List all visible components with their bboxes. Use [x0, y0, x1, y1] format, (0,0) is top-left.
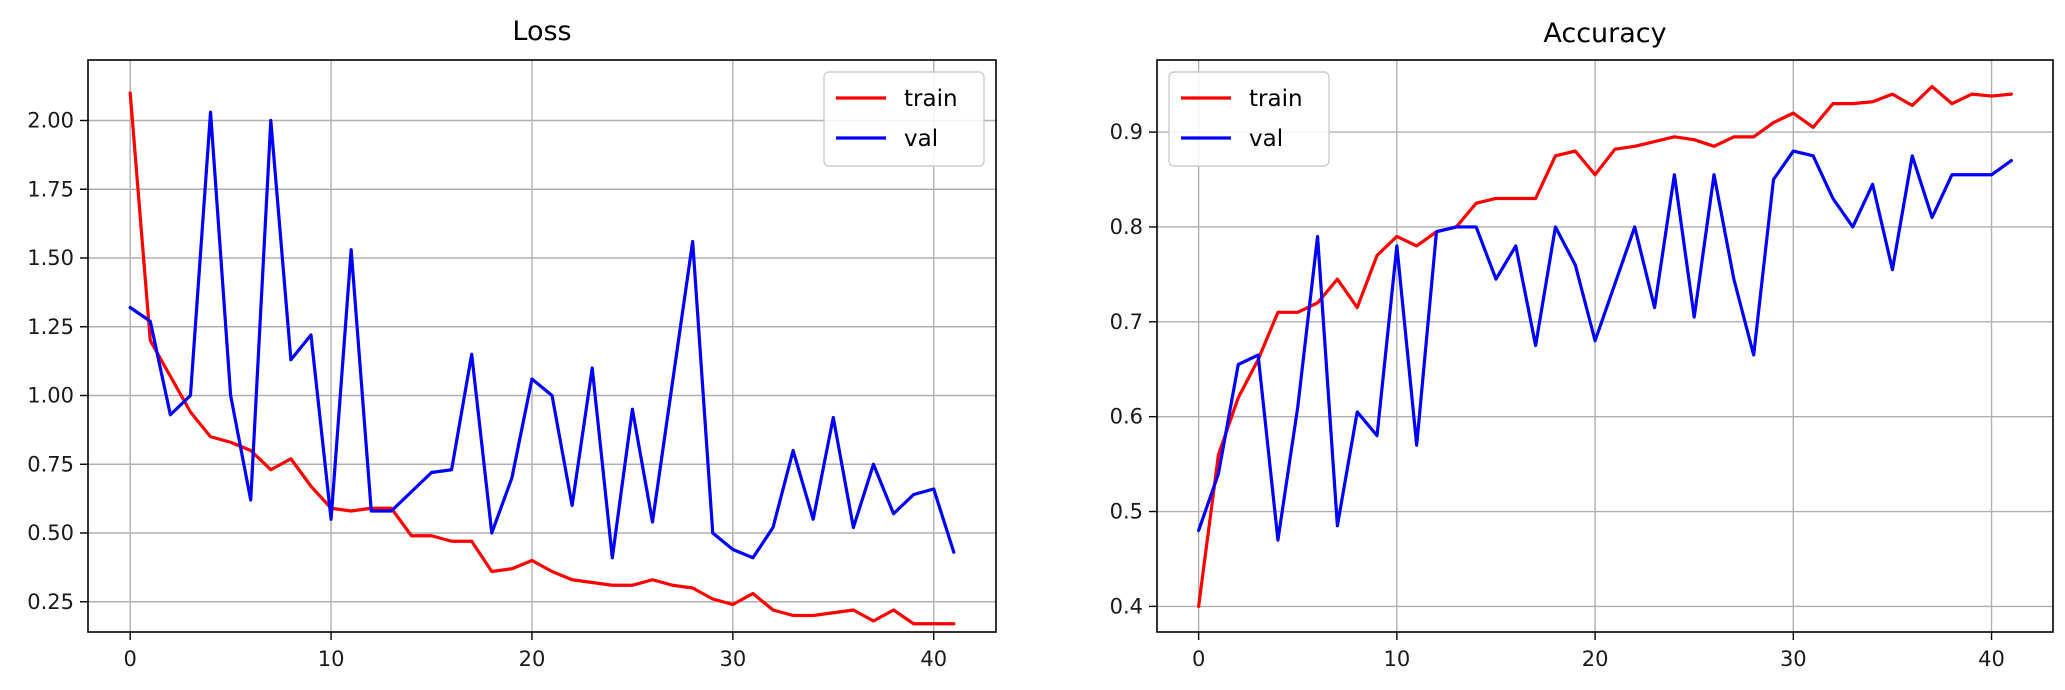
y-tick-label: 0.25	[27, 590, 74, 614]
chart-title: Accuracy	[1543, 18, 1666, 49]
plot-frame	[87, 59, 997, 633]
series-line-val	[128, 110, 956, 560]
x-tick-label: 0	[1192, 647, 1205, 671]
loss-chart: 0 10 20 30 40 0.25 0.50 0.75 1.00 1.25 1.50 1.75 2.0…	[27, 16, 997, 671]
legend-box	[1168, 71, 1330, 167]
x-tick-label: 0	[123, 647, 136, 671]
x-tick-label: 20	[1582, 647, 1609, 671]
x-tick-label: 10	[318, 647, 345, 671]
y-tick-label: 1.75	[27, 177, 74, 201]
plot-frame	[1156, 59, 2054, 633]
legend-label-train: train	[904, 86, 958, 112]
accuracy-chart: 0 10 20 30 40 0.4 0.5 0.6 0.7 0.8 0.9 Accuracy train…	[1110, 18, 2054, 671]
x-tick-label: 30	[719, 647, 746, 671]
x-tick-label: 20	[519, 647, 546, 671]
legend: train val	[823, 71, 985, 167]
x-tick-label: 10	[1383, 647, 1410, 671]
legend-label-val: val	[904, 126, 938, 152]
y-tick-label: 1.00	[27, 384, 74, 408]
y-tick-label: 0.8	[1110, 215, 1143, 239]
legend-label-val: val	[1249, 126, 1283, 152]
legend-label-train: train	[1249, 86, 1303, 112]
x-tick-label: 30	[1780, 647, 1807, 671]
y-tick-label: 2.00	[27, 109, 74, 133]
y-tick-label: 1.25	[27, 315, 74, 339]
y-tick-label: 0.9	[1110, 120, 1143, 144]
y-tick-label: 0.7	[1110, 310, 1143, 334]
chart-title: Loss	[512, 16, 571, 47]
y-tick-label: 0.4	[1110, 594, 1143, 618]
series-line-train	[1197, 84, 2013, 608]
y-tick-label: 0.6	[1110, 405, 1143, 429]
y-tick-label: 0.50	[27, 521, 74, 545]
y-tick-label: 1.50	[27, 246, 74, 270]
x-tick-label: 40	[920, 647, 947, 671]
y-tick-label: 0.5	[1110, 500, 1143, 524]
y-tick-label: 0.75	[27, 452, 74, 476]
legend-box	[823, 71, 985, 167]
series-line-val	[1197, 149, 2013, 542]
x-tick-label: 40	[1978, 647, 2005, 671]
legend: train val	[1168, 71, 1330, 167]
series-line-train	[128, 91, 956, 626]
